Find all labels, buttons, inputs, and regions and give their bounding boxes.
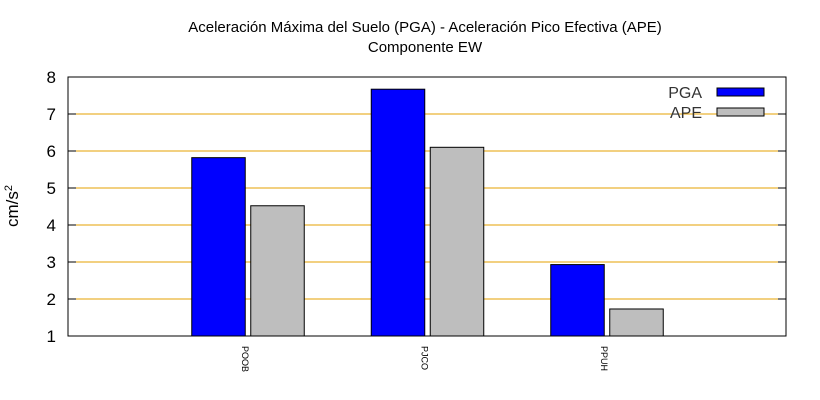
y-tick-label-8: 8 xyxy=(47,68,56,87)
y-tick-label-5: 5 xyxy=(47,179,56,198)
legend-swatch-ape xyxy=(716,107,765,117)
y-axis-label-superscript: 2 xyxy=(3,185,15,191)
legend-swatch-pga xyxy=(716,87,765,97)
y-ticks: 1 2 3 4 5 6 7 8 xyxy=(47,68,786,346)
x-tick-label-ppuh: PPUH xyxy=(599,346,609,371)
legend: PGA APE xyxy=(668,85,765,122)
y-tick-label-4: 4 xyxy=(47,216,56,235)
bar-pga-pjco xyxy=(370,88,426,337)
y-tick-label-2: 2 xyxy=(47,290,56,309)
x-tick-label-poob: POOB xyxy=(240,346,250,372)
x-tick-label-pjco: PJCO xyxy=(420,346,430,370)
bar-ape-ppuh xyxy=(609,308,664,337)
y-axis-label: cm/s2 xyxy=(3,185,22,227)
bars xyxy=(191,88,664,337)
bar-ape-pjco xyxy=(429,146,485,337)
y-axis-label-base: cm/s xyxy=(3,191,22,227)
grid-lines xyxy=(68,113,786,300)
x-tick-labels: POOB PJCO PPUH xyxy=(240,346,609,372)
legend-label-pga: PGA xyxy=(668,85,702,102)
legend-label-ape: APE xyxy=(670,105,702,122)
y-tick-label-3: 3 xyxy=(47,253,56,272)
bar-pga-ppuh xyxy=(550,264,605,337)
bar-pga-poob xyxy=(191,157,246,337)
y-tick-label-1: 1 xyxy=(47,327,56,346)
y-tick-label-6: 6 xyxy=(47,142,56,161)
chart-title: Aceleración Máxima del Suelo (PGA) - Ace… xyxy=(188,19,662,36)
plot-frame xyxy=(67,76,787,337)
y-tick-label-7: 7 xyxy=(47,105,56,124)
chart-subtitle: Componente EW xyxy=(368,39,483,56)
bar-ape-poob xyxy=(250,205,305,337)
